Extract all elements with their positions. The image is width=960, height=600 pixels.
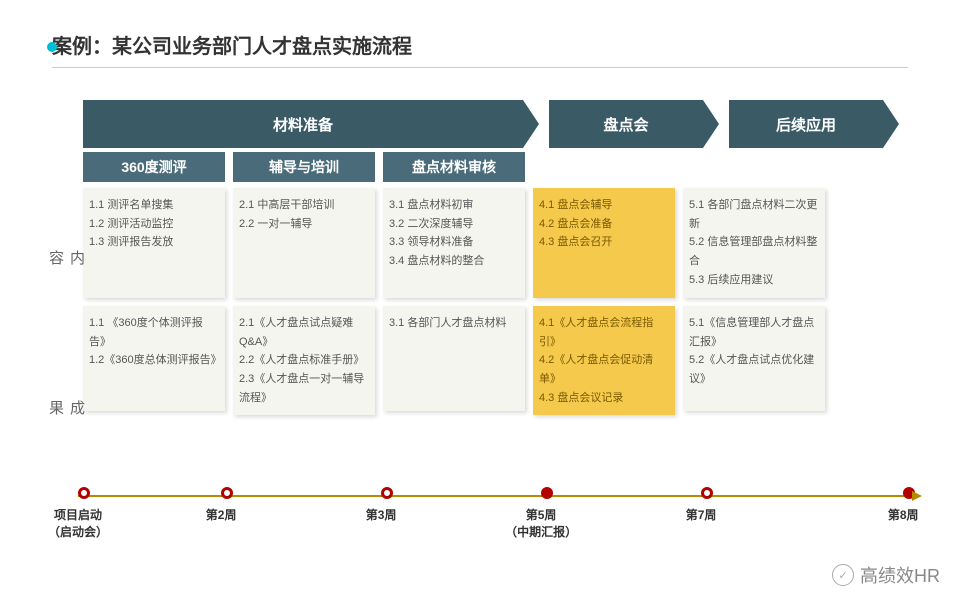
column-1: 1.1 测评名单搜集1.2 测评活动监控1.3 测评报告发放1.1 《360度个… [83, 188, 225, 419]
timeline-label: 第7周 [686, 507, 717, 524]
phase-2: 盘点会 [549, 100, 703, 148]
content-cell: 3.1 盘点材料初审3.2 二次深度辅导3.3 领导材料准备3.4 盘点材料的整… [383, 188, 525, 298]
page-title: 案例：某公司业务部门人才盘点实施流程 [0, 0, 960, 59]
result-cell: 2.1《人才盘点试点疑难Q&A》2.2《人才盘点标准手册》2.3《人才盘点一对一… [233, 306, 375, 415]
phase-1: 材料准备 [83, 100, 523, 148]
result-cell: 5.1《信息管理部人才盘点汇报》5.2《人才盘点试点优化建议》 [683, 306, 825, 411]
subheader-spacer [683, 152, 825, 182]
timeline-label: 项目启动（启动会） [48, 507, 108, 541]
timeline-dot [381, 487, 393, 499]
content-columns: 1.1 测评名单搜集1.2 测评活动监控1.3 测评报告发放1.1 《360度个… [83, 188, 920, 423]
timeline-dot [701, 487, 713, 499]
timeline: 项目启动（启动会）第2周第3周第5周（中期汇报）第7周第8周 [78, 495, 920, 497]
column-2: 2.1 中高层干部培训2.2 一对一辅导2.1《人才盘点试点疑难Q&A》2.2《… [233, 188, 375, 423]
content-cell: 2.1 中高层干部培训2.2 一对一辅导 [233, 188, 375, 298]
wechat-icon: ✓ [832, 564, 854, 586]
timeline-dot [221, 487, 233, 499]
row-label-result: 成果 [45, 400, 87, 421]
timeline-label: 第8周 [888, 507, 919, 524]
subheader-2: 辅导与培训 [233, 152, 375, 182]
content-cell: 4.1 盘点会辅导4.2 盘点会准备4.3 盘点会召开 [533, 188, 675, 298]
phase-arrows: 材料准备 盘点会 后续应用 [83, 100, 920, 148]
timeline-dot [903, 487, 915, 499]
watermark-text: 高绩效HR [860, 562, 940, 588]
timeline-label: 第2周 [206, 507, 237, 524]
accent-dot [47, 42, 57, 52]
timeline-dot [541, 487, 553, 499]
result-cell: 1.1 《360度个体测评报告》1.2《360度总体测评报告》 [83, 306, 225, 411]
sub-headers: 360度测评 辅导与培训 盘点材料审核 [83, 152, 920, 182]
title-divider [52, 67, 908, 68]
subheader-spacer [533, 152, 675, 182]
column-4: 4.1 盘点会辅导4.2 盘点会准备4.3 盘点会召开4.1《人才盘点会流程指引… [533, 188, 675, 423]
result-cell: 4.1《人才盘点会流程指引》4.2《人才盘点会促动清单》4.3 盘点会议记录 [533, 306, 675, 415]
row-label-content: 内容 [45, 250, 87, 271]
timeline-dot [78, 487, 90, 499]
result-cell: 3.1 各部门人才盘点材料 [383, 306, 525, 411]
subheader-3: 盘点材料审核 [383, 152, 525, 182]
flowchart: 内容 成果 材料准备 盘点会 后续应用 360度测评 辅导与培训 盘点材料审核 … [75, 100, 920, 423]
content-cell: 1.1 测评名单搜集1.2 测评活动监控1.3 测评报告发放 [83, 188, 225, 298]
timeline-label: 第5周（中期汇报） [505, 507, 577, 541]
watermark: ✓ 高绩效HR [832, 562, 940, 588]
column-5: 5.1 各部门盘点材料二次更新5.2 信息管理部盘点材料整合5.3 后续应用建议… [683, 188, 825, 419]
phase-3: 后续应用 [729, 100, 883, 148]
content-cell: 5.1 各部门盘点材料二次更新5.2 信息管理部盘点材料整合5.3 后续应用建议 [683, 188, 825, 298]
timeline-line: 项目启动（启动会）第2周第3周第5周（中期汇报）第7周第8周 [78, 495, 920, 497]
column-3: 3.1 盘点材料初审3.2 二次深度辅导3.3 领导材料准备3.4 盘点材料的整… [383, 188, 525, 419]
timeline-label: 第3周 [366, 507, 397, 524]
subheader-1: 360度测评 [83, 152, 225, 182]
